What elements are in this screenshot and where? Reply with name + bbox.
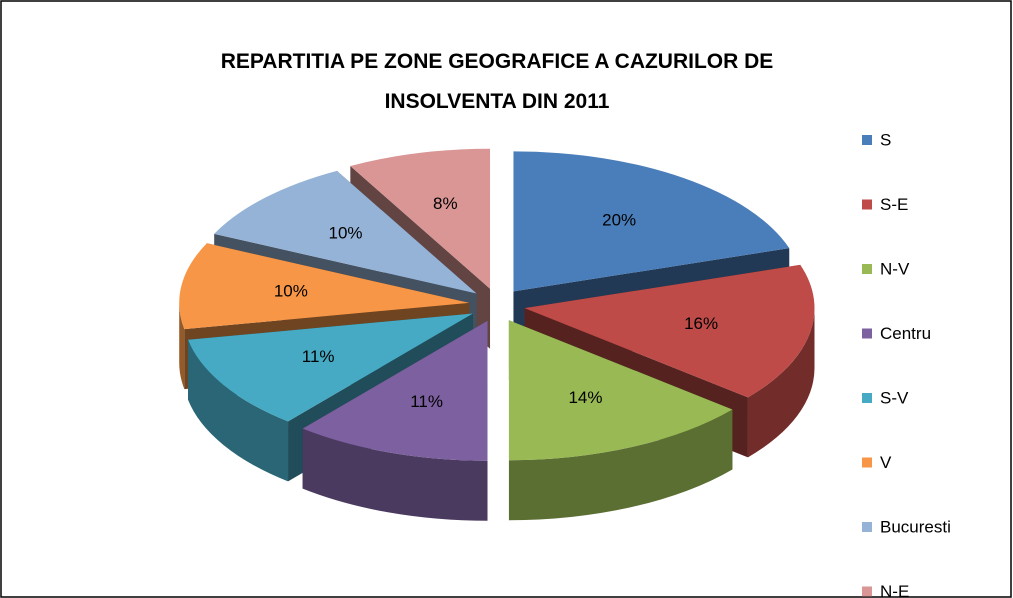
data-label: 20% xyxy=(602,211,636,230)
data-label: 11% xyxy=(410,392,443,411)
chart-title: REPARTITIA PE ZONE GEOGRAFICE A CAZURILO… xyxy=(220,50,774,113)
slice-side xyxy=(302,428,488,521)
legend-swatch xyxy=(862,328,872,339)
legend-label: N-V xyxy=(880,259,910,278)
data-label: 14% xyxy=(568,388,602,407)
slice-side xyxy=(747,308,815,458)
slice-top xyxy=(524,264,815,398)
legend-swatch xyxy=(862,393,872,403)
slice-top xyxy=(179,243,470,330)
slice-top xyxy=(214,170,477,294)
slice-side xyxy=(188,339,289,482)
data-label: 11% xyxy=(302,347,335,366)
legend-label: Centru xyxy=(880,324,931,343)
slice-top xyxy=(350,148,491,289)
legend-swatch xyxy=(862,199,872,210)
legend-swatch xyxy=(862,522,872,532)
slice xyxy=(302,320,488,521)
slice-side xyxy=(508,409,733,521)
slice-side xyxy=(179,302,185,390)
legend-swatch xyxy=(862,264,872,274)
legend-swatch xyxy=(862,135,872,145)
legend-label: N-E xyxy=(880,582,909,598)
slice xyxy=(508,320,733,521)
data-label: 10% xyxy=(274,281,308,300)
slice-top xyxy=(188,313,473,422)
data-label: 8% xyxy=(433,194,458,213)
legend-label: S-E xyxy=(880,195,908,214)
data-label: 16% xyxy=(684,314,718,333)
legend-swatch xyxy=(862,457,872,468)
data-label: 10% xyxy=(329,224,363,243)
legend-label: S-V xyxy=(880,388,909,407)
legend-label: V xyxy=(880,453,892,472)
legend-swatch xyxy=(862,586,872,597)
legend-label: S xyxy=(880,130,891,149)
legend-label: Bucuresti xyxy=(880,517,951,536)
slice-top xyxy=(302,320,488,461)
slice-top xyxy=(508,320,733,461)
slice-top xyxy=(513,151,790,292)
